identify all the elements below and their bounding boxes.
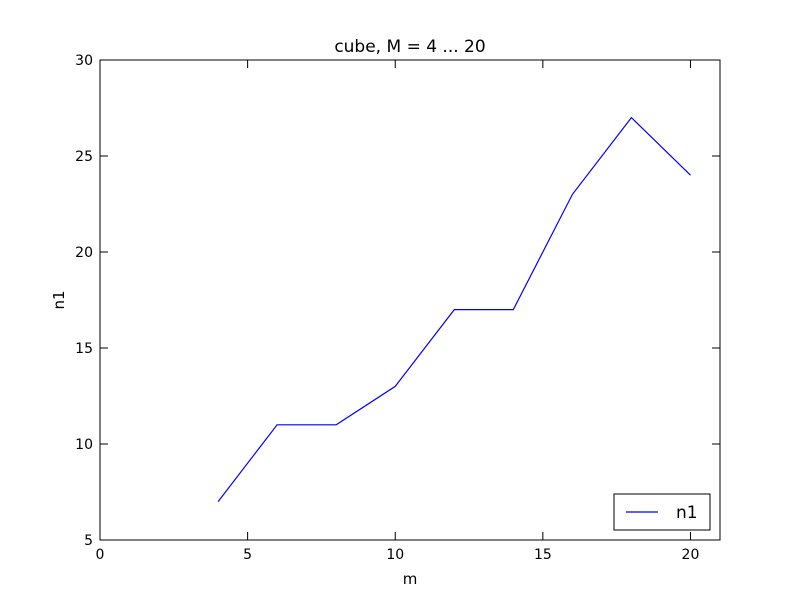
x-tick-label-3: 15 [534, 547, 552, 563]
legend: n1 [613, 493, 711, 531]
series-line-n1 [217, 116, 691, 502]
x-axis-ticks: 0 5 10 15 20 [96, 60, 700, 563]
y-tick-label-3: 20 [75, 245, 93, 261]
y-tick-label-4: 25 [75, 149, 93, 165]
y-axis-ticks: 5 10 15 20 25 30 [75, 53, 720, 549]
plot-area [217, 116, 691, 502]
y-tick-label-5: 30 [75, 53, 93, 69]
y-tick-label-1: 10 [75, 437, 93, 453]
plot-frame [99, 59, 721, 541]
y-axis-label: n1 [50, 290, 68, 309]
chart-title: cube, M = 4 ... 20 [334, 37, 485, 57]
x-axis-label: m [403, 570, 418, 588]
y-tick-label-0: 5 [84, 533, 93, 549]
y-tick-label-2: 15 [75, 341, 93, 357]
x-tick-label-0: 0 [96, 547, 105, 563]
legend-label-n1: n1 [676, 503, 698, 523]
x-tick-label-1: 5 [243, 547, 252, 563]
x-tick-label-4: 20 [682, 547, 700, 563]
x-tick-label-2: 10 [386, 547, 404, 563]
